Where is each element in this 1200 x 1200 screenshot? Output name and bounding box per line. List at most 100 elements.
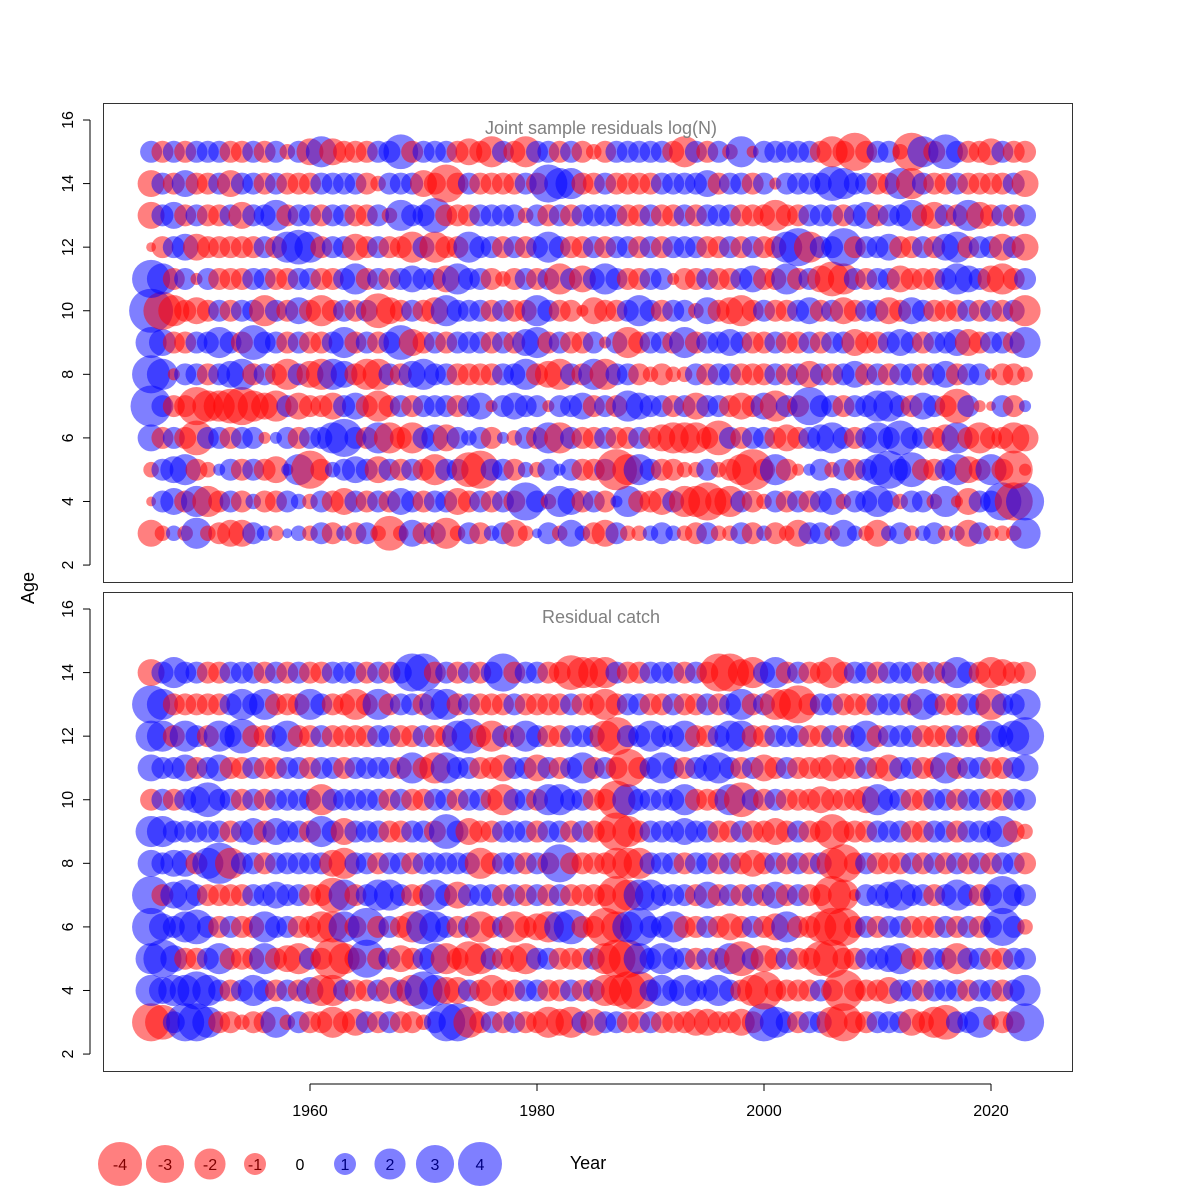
x-tick-label: 1960 (292, 1103, 328, 1120)
panel-frame-top (103, 103, 1073, 583)
residual-bubble (1009, 517, 1041, 549)
legend-label: 4 (476, 1157, 485, 1174)
residual-bubble (1002, 363, 1025, 386)
residual-bubble (582, 331, 605, 354)
residual-bubble (1002, 395, 1025, 418)
residual-bubble (911, 490, 934, 513)
residual-bubble (696, 522, 719, 545)
residual-bubble (526, 490, 548, 513)
residual-bubble (1014, 267, 1037, 290)
residual-bubble (557, 519, 585, 547)
residual-bubble (166, 525, 182, 542)
residual-bubble (968, 363, 991, 386)
residual-bubble (650, 363, 673, 386)
residual-bubble (537, 522, 560, 545)
residual-bubble (775, 458, 798, 481)
residual-bubble (290, 493, 307, 510)
x-axis: 1960 1980 2000 2020 (292, 1083, 1009, 1120)
y-axis-label: Age (18, 572, 38, 604)
residual-bubble (1019, 463, 1032, 476)
residual-bubble (355, 172, 378, 195)
x-axis-label: Year (570, 1153, 606, 1173)
residual-bubble (560, 299, 583, 322)
legend-label: -1 (248, 1157, 262, 1174)
y-tick-label: 6 (60, 922, 77, 931)
residual-bubble (537, 458, 560, 481)
legend-bubble (244, 1153, 266, 1175)
legend-bubble (194, 1148, 226, 1180)
residual-bubble (764, 522, 787, 545)
residual-bubble (994, 525, 1011, 542)
residual-bubble (1017, 823, 1033, 840)
residual-bubble (696, 458, 719, 481)
residual-bubble (983, 525, 999, 542)
residual-bubble (1014, 140, 1037, 163)
residual-bubble (1005, 717, 1045, 756)
residual-bubble (367, 204, 390, 227)
residual-bubble (710, 525, 727, 542)
residual-bubble (631, 525, 647, 542)
residual-bubble (847, 525, 863, 542)
residual-bubble (809, 522, 832, 545)
residual-bubble (200, 461, 216, 478)
residual-bubble (185, 458, 208, 481)
y-tick-label: 10 (60, 791, 77, 809)
residual-bubble (930, 485, 962, 518)
legend-bubble (145, 1144, 185, 1184)
residual-bubble (282, 528, 293, 539)
legend-label: 3 (431, 1157, 440, 1174)
residual-bubble (1011, 170, 1039, 198)
residual-bubble (310, 458, 333, 481)
residual-bubble (1017, 919, 1033, 935)
panel-title-bottom: Residual catch (542, 607, 660, 627)
residual-bubble (620, 525, 636, 542)
y-tick-label: 2 (60, 1050, 77, 1059)
residual-bubble (877, 490, 900, 513)
x-tick-label: 1980 (519, 1103, 555, 1120)
residual-bubble (242, 522, 265, 545)
residual-bubble (662, 458, 685, 481)
residual-bubble (1009, 974, 1041, 1007)
y-tick-label: 12 (60, 238, 77, 256)
residual-bubble (1002, 915, 1025, 938)
y-tick-label: 8 (60, 370, 77, 379)
residual-bubble (480, 426, 503, 449)
legend-bubble (415, 1144, 455, 1184)
residual-bubble (994, 450, 1033, 489)
legend-label: 2 (386, 1157, 395, 1174)
residual-bubble (401, 1011, 424, 1034)
legend-bubble (374, 1148, 406, 1180)
residual-bubble (480, 267, 503, 290)
residual-bubble (137, 519, 165, 547)
residual-bubble (968, 522, 991, 545)
residual-bubble (1014, 852, 1037, 875)
residual-bubble (903, 525, 920, 542)
residual-bubble (258, 431, 271, 444)
residual-bubble (964, 1006, 996, 1038)
y-tick-label: 10 (60, 302, 77, 320)
y-tick-label: 8 (60, 859, 77, 868)
residual-bubble (321, 522, 344, 545)
residual-bubble (290, 525, 307, 542)
residual-bubble (355, 522, 378, 545)
y-tick-label: 12 (60, 727, 77, 745)
residual-bubble (466, 392, 494, 420)
residual-bubble (1014, 661, 1037, 684)
residual-bubble (676, 461, 693, 478)
residual-bubble (707, 140, 730, 163)
residual-bubble (937, 525, 954, 542)
residual-bubble (517, 525, 534, 542)
legend-label: -4 (113, 1157, 127, 1174)
residual-bubble (154, 525, 171, 542)
residual-bubble (792, 463, 805, 476)
residual-bubble (1005, 1003, 1045, 1042)
residual-bubble (372, 515, 407, 551)
residual-bubble (256, 525, 273, 542)
residual-bubble (260, 1006, 292, 1038)
residual-bubble (827, 879, 860, 911)
y-tick-label: 16 (60, 111, 77, 129)
x-tick-label: 2020 (973, 1103, 1009, 1120)
legend-label: -3 (158, 1157, 172, 1174)
residual-bubble (268, 525, 284, 542)
bubbles-top-panel (129, 132, 1045, 551)
